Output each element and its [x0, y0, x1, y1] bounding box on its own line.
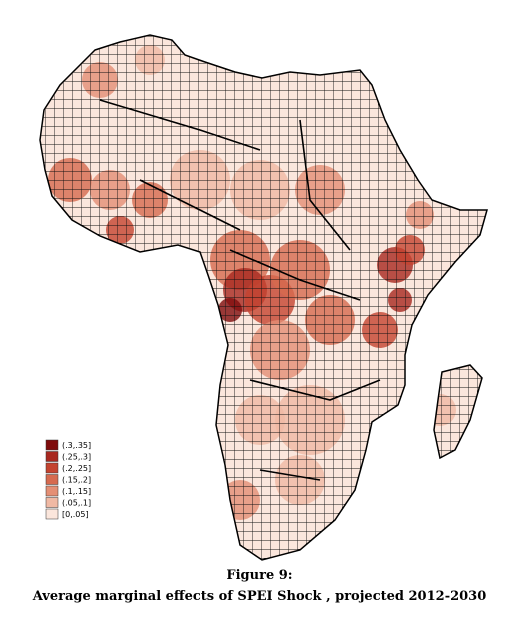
legend-swatch: [45, 508, 59, 520]
figure-label: Figure 9:: [226, 568, 292, 583]
legend-label: (.05,.1]: [62, 499, 91, 508]
legend: (.3,.35] (.25,.3] (.2,.25] (.15,.2] (.1,.15]…: [45, 439, 91, 520]
legend-swatch: [45, 497, 59, 508]
legend-swatch: [45, 474, 59, 485]
borders: [99, 99, 381, 481]
figure-title: Average marginal effects of SPEI Shock ,…: [32, 589, 487, 604]
legend-label: [0,.05]: [62, 510, 89, 519]
legend-swatch: [45, 451, 59, 462]
legend-swatch: [45, 485, 59, 497]
legend-label: (.2,.25]: [62, 464, 91, 473]
legend-swatch: [45, 462, 59, 474]
legend-label: (.25,.3]: [62, 453, 91, 462]
legend-swatch: [45, 439, 59, 451]
legend-label: (.1,.15]: [62, 487, 91, 496]
legend-label: (.3,.35]: [62, 441, 91, 450]
madagascar-coast: [433, 364, 483, 460]
legend-label: (.15,.2]: [62, 476, 91, 485]
